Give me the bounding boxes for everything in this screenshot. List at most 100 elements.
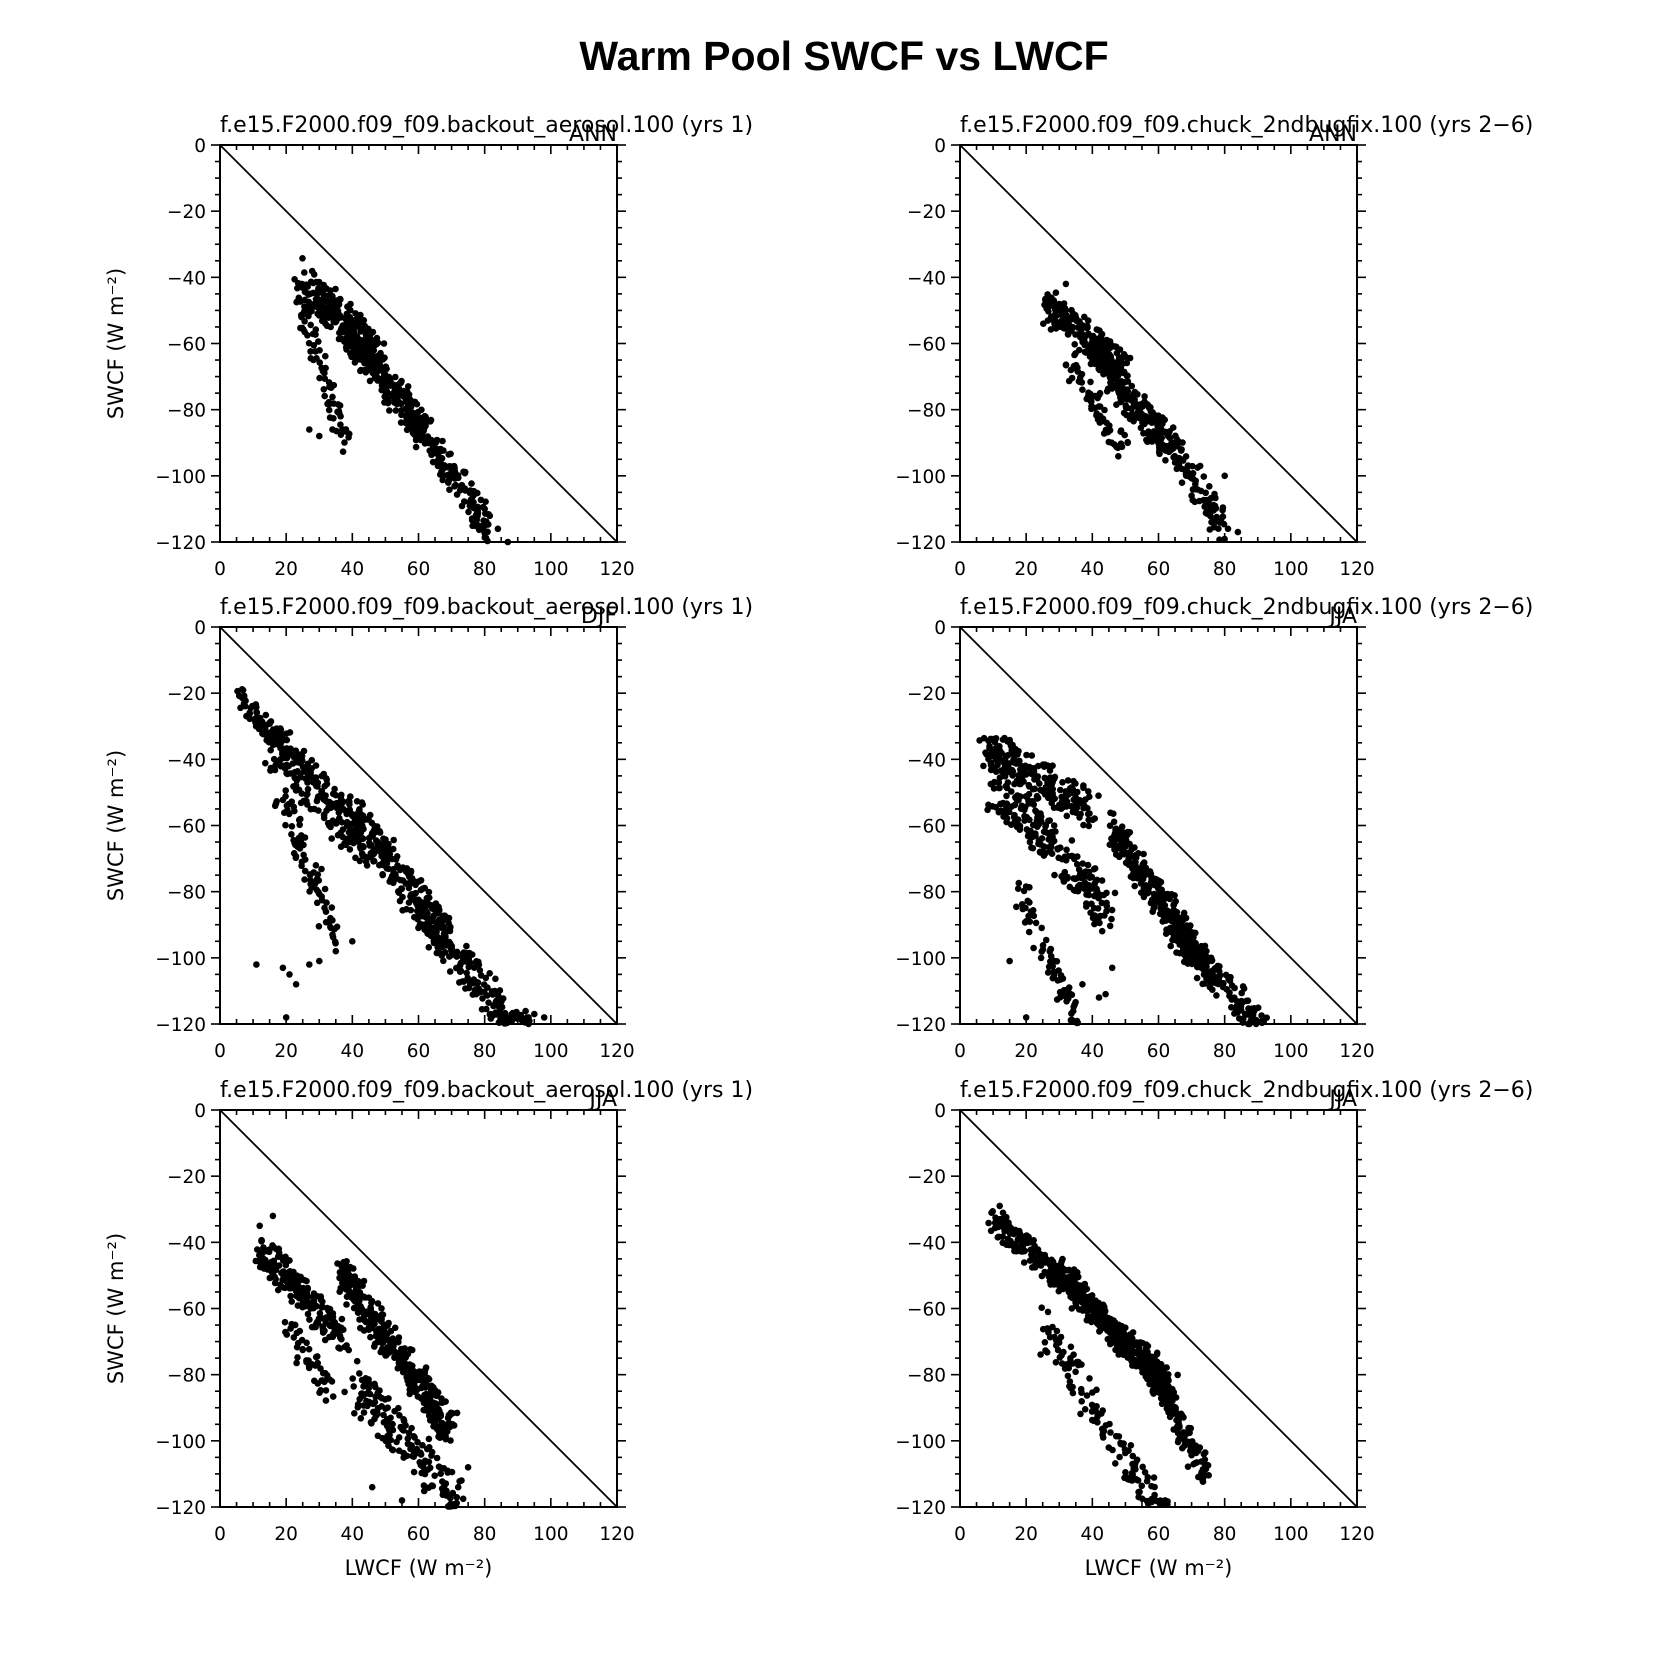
x-tick-label: 20 — [274, 559, 298, 580]
scatter-point — [422, 1364, 430, 1371]
scatter-point — [319, 1298, 326, 1305]
scatter-point — [308, 774, 316, 781]
scatter-point — [312, 862, 320, 869]
scatter-point — [490, 1002, 497, 1010]
scatter-point — [463, 942, 470, 950]
scatter-point — [1030, 1237, 1037, 1244]
scatter-point — [392, 856, 400, 863]
scatter-point — [428, 1452, 435, 1459]
scatter-point — [1195, 945, 1202, 952]
scatter-point — [435, 462, 442, 469]
scatter-point — [331, 925, 338, 933]
y-tick-label: −120 — [895, 1015, 946, 1036]
scatter-point — [499, 1016, 507, 1024]
scatter-point — [451, 483, 458, 490]
scatter-point — [995, 808, 1003, 816]
scatter-point — [489, 991, 497, 998]
scatter-point — [327, 298, 335, 306]
y-tick-label: −40 — [167, 268, 206, 289]
scatter-point — [445, 1419, 453, 1427]
scatter-point — [1071, 351, 1078, 359]
x-tick-label: 0 — [954, 559, 966, 580]
scatter-point — [295, 837, 302, 845]
scatter-point — [374, 375, 382, 382]
scatter-point — [1087, 378, 1094, 386]
scatter-point — [1023, 826, 1031, 833]
scatter-point — [1106, 427, 1113, 434]
scatter-point — [411, 913, 418, 921]
scatter-point — [1210, 501, 1217, 509]
scatter-point — [1061, 987, 1068, 994]
scatter-point — [295, 1277, 303, 1285]
scatter-point — [1038, 835, 1046, 842]
scatter-point — [383, 1336, 391, 1344]
scatter-point — [421, 907, 429, 915]
scatter-point — [458, 1477, 465, 1484]
scatter-point — [1091, 920, 1098, 928]
x-tick-label: 120 — [1339, 1524, 1374, 1545]
scatter-point — [1123, 411, 1130, 419]
scatter-point — [1064, 777, 1072, 784]
scatter-point — [358, 1376, 366, 1384]
scatter-point — [301, 269, 308, 276]
scatter-point — [439, 1421, 447, 1429]
scatter-point — [1228, 1004, 1235, 1011]
scatter-point — [391, 1324, 399, 1332]
scatter-point — [1038, 924, 1045, 932]
x-tick-label: 40 — [341, 559, 365, 580]
scatter-point — [1048, 780, 1056, 788]
x-tick-label: 60 — [407, 559, 431, 580]
scatter-point — [398, 1348, 406, 1356]
scatter-point — [378, 1403, 386, 1410]
scatter-point — [439, 1427, 447, 1435]
scatter-point — [985, 1219, 992, 1227]
scatter-point — [381, 1329, 389, 1336]
scatter-point — [1069, 808, 1077, 816]
scatter-point — [288, 823, 296, 830]
y-tick-label: −80 — [907, 1366, 946, 1387]
scatter-point — [991, 1224, 999, 1232]
y-tick-label: −60 — [907, 1300, 946, 1321]
scatter-point — [362, 334, 370, 342]
scatter-point — [1046, 948, 1054, 955]
scatter-point — [1178, 465, 1185, 473]
scatter-point — [369, 851, 377, 858]
scatter-point — [307, 1305, 314, 1312]
scatter-point — [341, 1278, 349, 1286]
scatter-point — [1068, 837, 1076, 844]
scatter-point — [1115, 453, 1122, 460]
scatter-panel-5: f.e15.F2000.f09_f09.backout_aerosol.100 … — [104, 1078, 753, 1580]
scatter-point — [273, 798, 281, 805]
scatter-point — [298, 862, 305, 870]
scatter-point — [1110, 842, 1118, 850]
scatter-point — [345, 797, 352, 805]
scatter-point — [330, 317, 338, 325]
scatter-point — [404, 1350, 412, 1358]
scatter-point — [1064, 331, 1072, 338]
scatter-point — [1040, 320, 1047, 328]
scatter-point — [492, 975, 499, 983]
scatter-point — [346, 846, 354, 853]
scatter-point — [1182, 453, 1190, 460]
scatter-point — [1139, 861, 1147, 868]
scatter-point — [313, 797, 321, 805]
scatter-point — [303, 1339, 310, 1347]
scatter-point — [366, 377, 374, 385]
scatter-point — [1085, 822, 1093, 830]
scatter-point — [1006, 957, 1013, 965]
y-tick-label: −80 — [907, 401, 946, 422]
scatter-point — [275, 730, 282, 738]
scatter-point — [1132, 400, 1140, 408]
x-tick-label: 0 — [214, 1524, 226, 1545]
scatter-point — [336, 1269, 344, 1276]
scatter-point — [320, 811, 328, 819]
scatter-point — [1167, 942, 1174, 950]
scatter-point — [1078, 379, 1086, 386]
scatter-point — [1072, 331, 1079, 338]
scatter-point — [328, 835, 336, 842]
scatter-point — [424, 930, 432, 938]
scatter-point — [436, 1464, 444, 1471]
panels-group: f.e15.F2000.f09_f09.backout_aerosol.100 … — [104, 113, 1533, 1580]
scatter-point — [368, 1483, 376, 1491]
scatter-point — [1025, 800, 1032, 807]
